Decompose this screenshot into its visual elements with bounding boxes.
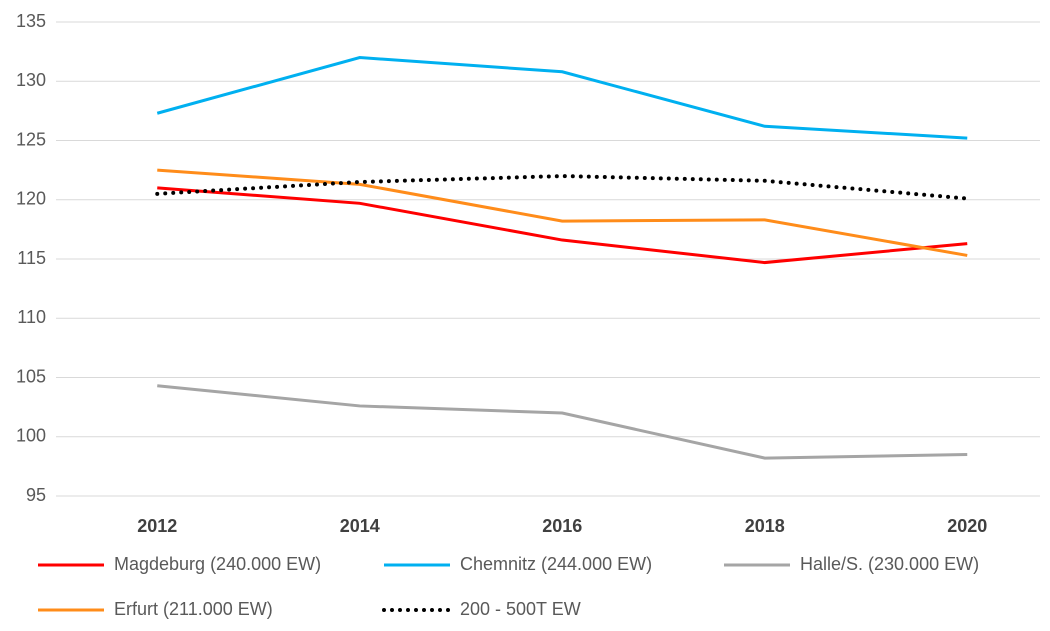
y-tick-label: 100: [16, 426, 46, 446]
legend-label: Halle/S. (230.000 EW): [800, 554, 979, 574]
x-tick-label: 2012: [137, 516, 177, 536]
series-line: [156, 56, 968, 140]
x-tick-label: 2018: [745, 516, 785, 536]
series-line: [157, 168, 968, 257]
y-tick-label: 120: [16, 189, 46, 209]
series-line: [155, 174, 970, 201]
y-tick-label: 125: [16, 129, 46, 149]
y-tick-label: 110: [17, 307, 46, 327]
legend-label: 200 - 500T EW: [460, 599, 581, 619]
series-line: [157, 186, 968, 265]
legend-label: Chemnitz (244.000 EW): [460, 554, 652, 574]
y-tick-label: 95: [26, 485, 46, 505]
y-tick-label: 130: [16, 70, 46, 90]
y-tick-label: 105: [16, 366, 46, 386]
x-tick-label: 2020: [947, 516, 987, 536]
y-tick-label: 135: [16, 11, 46, 31]
x-tick-label: 2014: [340, 516, 380, 536]
series-line: [157, 384, 968, 460]
x-tick-label: 2016: [542, 516, 582, 536]
legend-label: Erfurt (211.000 EW): [114, 599, 273, 619]
y-tick-label: 115: [17, 248, 46, 268]
legend-label: Magdeburg (240.000 EW): [114, 554, 321, 574]
